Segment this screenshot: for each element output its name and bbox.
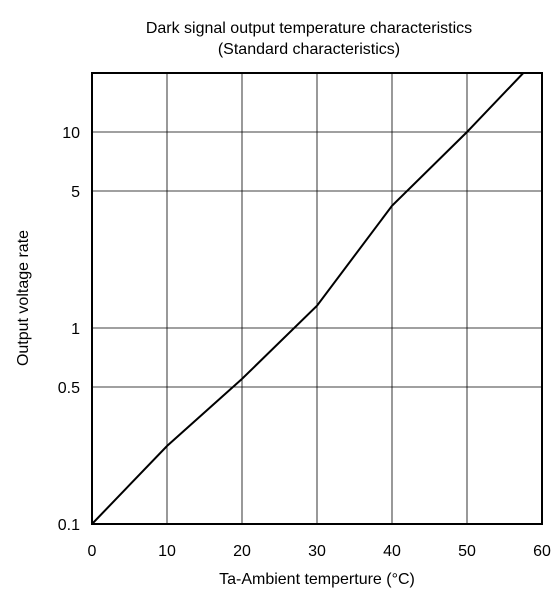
x-tick-label: 0 xyxy=(88,543,97,560)
y-tick-label: 1 xyxy=(71,321,80,338)
series-group xyxy=(91,72,525,525)
chart-subtitle: (Standard characteristics) xyxy=(218,41,400,58)
y-tick-label: 5 xyxy=(71,184,80,201)
x-axis-title: Ta-Ambient temperture (°C) xyxy=(219,571,415,588)
x-tick-label: 60 xyxy=(533,543,551,560)
plot-frame xyxy=(91,72,543,525)
y-axis-ticks: 0.1 0.5 1 5 10 xyxy=(58,125,80,534)
x-axis-ticks: 0 10 20 30 40 50 60 xyxy=(88,543,551,560)
x-tick-label: 10 xyxy=(158,543,176,560)
x-tick-label: 40 xyxy=(383,543,401,560)
x-tick-label: 50 xyxy=(458,543,476,560)
y-tick-label: 0.1 xyxy=(58,517,80,534)
series-line xyxy=(91,72,525,525)
y-tick-label: 10 xyxy=(62,125,80,142)
y-axis-title: Output voltage rate xyxy=(15,230,32,366)
grid xyxy=(92,73,542,524)
chart-title: Dark signal output temperature character… xyxy=(146,20,472,37)
x-tick-label: 30 xyxy=(308,543,326,560)
x-tick-label: 20 xyxy=(233,543,251,560)
y-tick-label: 0.5 xyxy=(58,380,80,397)
